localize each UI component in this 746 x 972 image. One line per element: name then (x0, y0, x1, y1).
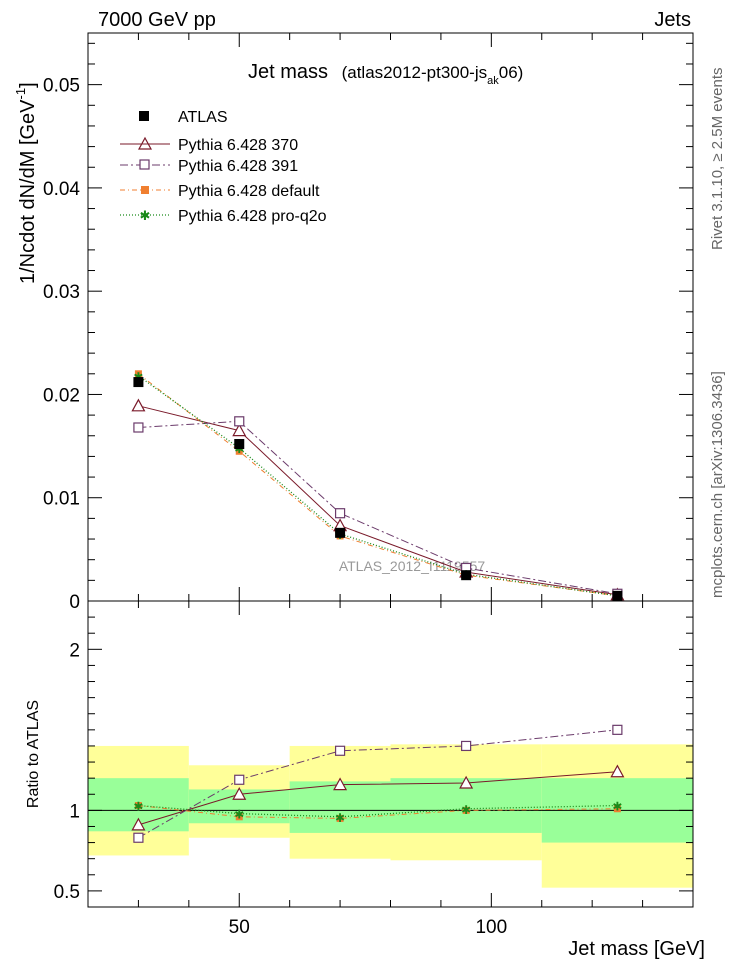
ratio-ytick-label-0: 0.5 (54, 882, 80, 903)
legend-proq2o-marker: ✱ (140, 208, 151, 223)
header-left-label: 7000 GeV pp (98, 9, 216, 31)
legend-default-marker (141, 186, 149, 194)
main-y-axis-label-end: ] (17, 82, 39, 88)
ratio-series-1-point-0 (133, 832, 144, 843)
main-title-tag: (atlas2012-pt300-js (342, 63, 488, 82)
mcplots-label: mcplots.cern.ch [arXiv:1306.3436] (709, 371, 726, 598)
atlas-data-point-0 (133, 377, 144, 388)
ratio-series-line-3 (138, 804, 618, 818)
ratio-frame (87, 600, 694, 908)
main-series-group: ✱✱✱✱✱ (131, 370, 625, 604)
legend-proq2o-label: Pythia 6.428 pro-q2o (178, 208, 327, 225)
main-series-0-point-1 (232, 423, 247, 437)
atlas-data-point-2 (335, 527, 346, 538)
ratio-panel: 0.5 1 2 50 100 ✱ ✱ ✱ ✱ ✱ Ratio to ATLAS Jet mass… (25, 600, 705, 960)
legend-391-label: Pythia 6.428 391 (178, 158, 298, 175)
main-ytick-label-1: 0.01 (43, 489, 80, 510)
ratio-series-0-point-2 (333, 777, 348, 791)
main-y-axis-label-sup: -1 (13, 88, 28, 100)
main-ytick-label-4: 0.04 (43, 179, 80, 200)
main-y-axis-label-text: 1/Ncdot dN/dM [GeV (17, 99, 39, 284)
ratio-ytick-label-1: 1 (69, 801, 80, 822)
header-right-label: Jets (654, 9, 691, 31)
ratio-series-3-point-3: ✱ (461, 803, 471, 817)
legend-391-marker (139, 159, 150, 170)
x-tick-label-1: 100 (475, 917, 507, 938)
main-ytick-label-3: 0.03 (43, 282, 80, 303)
main-title-tag-end: 06) (499, 63, 524, 82)
ratio-series-1-point-4 (612, 724, 623, 735)
main-ticks: 0 0.01 0.02 0.03 0.04 0.05 (43, 33, 693, 613)
ratio-series-1-point-1 (234, 774, 245, 785)
ratio-series-2-point-1 (235, 813, 243, 821)
main-series-line-1 (138, 420, 618, 595)
ratio-series-group: ✱ ✱ ✱ ✱ ✱ (131, 724, 625, 843)
ratio-series-3-point-4: ✱ (612, 800, 622, 814)
ratio-series-2-point-0 (134, 802, 142, 810)
main-series-3-point-0: ✱ (133, 370, 143, 384)
ratio-y-axis-label: Ratio to ATLAS (25, 700, 42, 808)
ratio-series-0-point-1 (232, 787, 247, 800)
main-ytick-label-0: 0 (69, 592, 80, 613)
atlas-data-point-1 (234, 439, 245, 450)
ratio-series-3-point-2: ✱ (335, 811, 345, 825)
main-title: Jet mass (atlas2012-pt300-jsak06) (248, 61, 523, 87)
main-series-1-point-2 (334, 508, 346, 519)
main-panel: Jet mass (atlas2012-pt300-jsak06) 1/Ncdo… (13, 32, 694, 613)
rivet-version-label: Rivet 3.1.10, ≥ 2.5M events (709, 68, 726, 251)
ratio-ticks: 0.5 1 2 50 100 (54, 601, 693, 938)
atlas-data-point-3 (461, 570, 472, 581)
legend-370-label: Pythia 6.428 370 (178, 137, 298, 154)
main-series-1-point-0 (133, 422, 144, 433)
main-title-tag-sub: ak (487, 75, 499, 87)
main-series-2-point-1 (235, 447, 243, 455)
main-series-2-point-0 (134, 370, 142, 378)
main-ytick-label-2: 0.02 (43, 385, 80, 406)
legend-370-marker (137, 136, 153, 150)
ratio-series-2-point-2 (336, 814, 344, 822)
ratio-ytick-label-2: 2 (69, 640, 80, 661)
main-series-3-point-1: ✱ (234, 442, 244, 456)
main-ytick-label-5: 0.05 (43, 76, 80, 97)
ratio-series-0-point-4 (610, 764, 625, 778)
x-axis-label: Jet mass [GeV] (568, 938, 705, 960)
main-y-axis-label: 1/Ncdot dN/dM [GeV-1] (13, 82, 39, 284)
main-series-line-2 (138, 373, 618, 597)
atlas-data-point-4 (612, 590, 623, 601)
legend-default-label: Pythia 6.428 default (178, 183, 320, 200)
ratio-series-3-point-1: ✱ (234, 808, 244, 822)
legend: ATLAS Pythia 6.428 370 Pythia 6.428 391 … (120, 109, 327, 225)
ratio-series-1-point-2 (334, 745, 346, 756)
ratio-series-2-point-3 (462, 806, 470, 814)
ratio-uncertainty-bands (88, 744, 693, 888)
main-title-text: Jet mass (248, 61, 328, 83)
ratio-series-2-point-4 (613, 805, 621, 813)
ratio-series-3-point-0: ✱ (133, 800, 143, 814)
main-series-1-point-1 (234, 416, 245, 427)
legend-atlas-label: ATLAS (178, 109, 228, 126)
ratio-series-0-point-3 (459, 775, 474, 789)
legend-atlas-marker (139, 111, 149, 121)
main-series-0-point-0 (131, 398, 146, 412)
x-tick-label-0: 50 (229, 917, 250, 938)
ratio-series-0-point-0 (131, 817, 146, 831)
ratio-series-1-point-3 (461, 740, 472, 752)
